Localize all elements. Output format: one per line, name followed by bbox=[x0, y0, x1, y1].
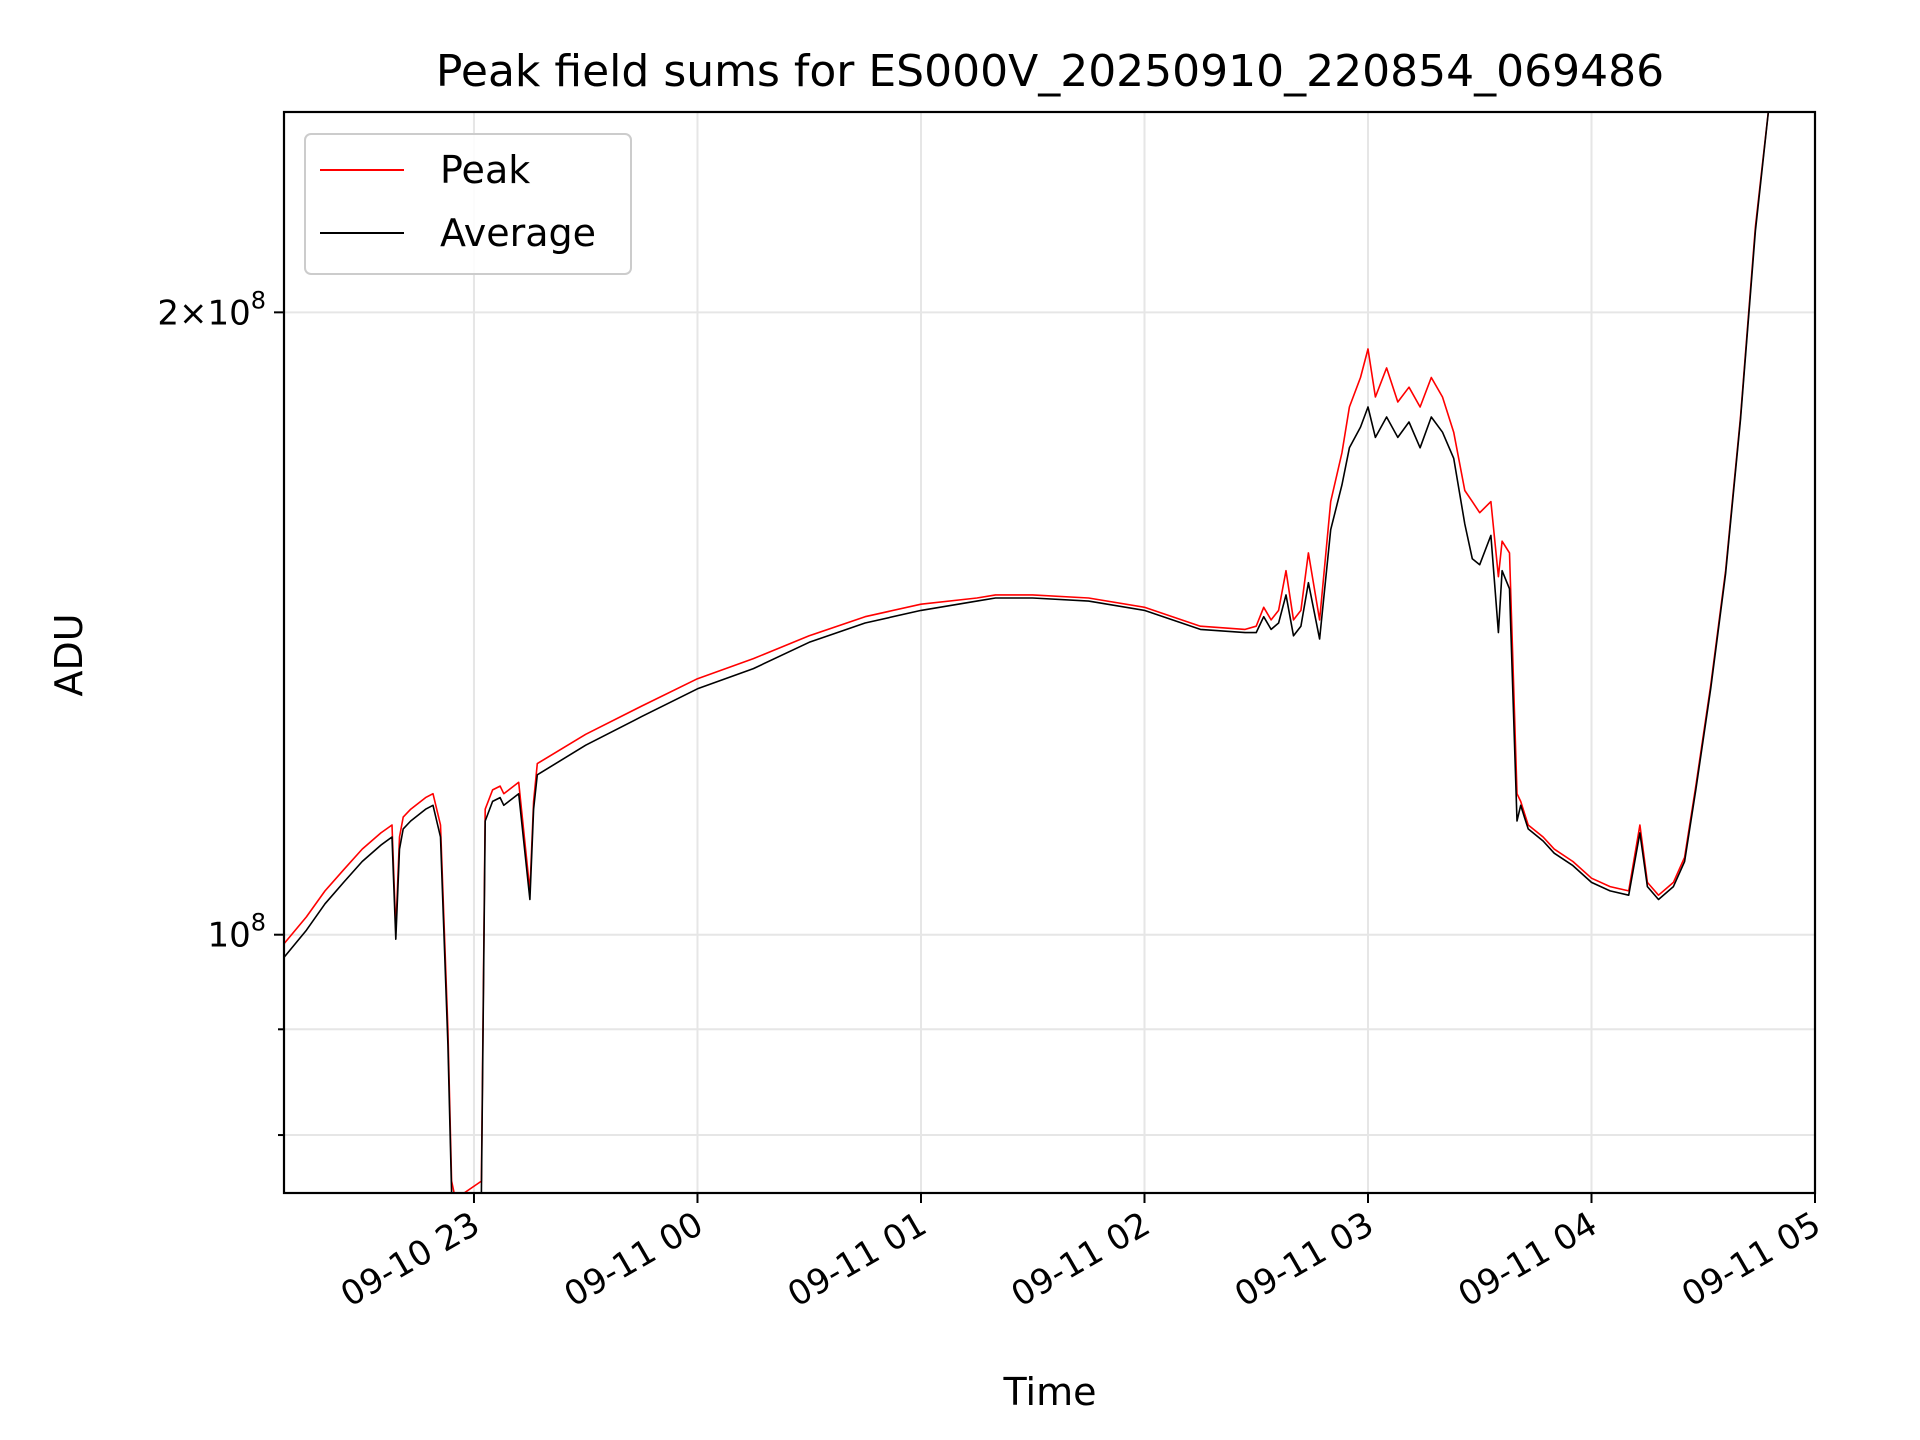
y-tick-label: 108 bbox=[207, 909, 266, 956]
series-average-line bbox=[284, 112, 1770, 1193]
legend-label-peak: Peak bbox=[440, 148, 530, 192]
legend: Peak Average bbox=[304, 133, 632, 275]
y-tick-label: 2×108 bbox=[157, 286, 266, 333]
y-gridlines bbox=[284, 311, 1815, 1137]
x-axis-label: Time bbox=[1003, 1370, 1097, 1414]
chart-title: Peak field sums for ES000V_20250910_2208… bbox=[436, 46, 1664, 97]
y-axis-ticks: 2×108 108 bbox=[157, 286, 284, 1137]
legend-label-average: Average bbox=[440, 211, 596, 255]
y-axis-label: ADU bbox=[47, 613, 91, 696]
plot-frame bbox=[282, 110, 1817, 1195]
